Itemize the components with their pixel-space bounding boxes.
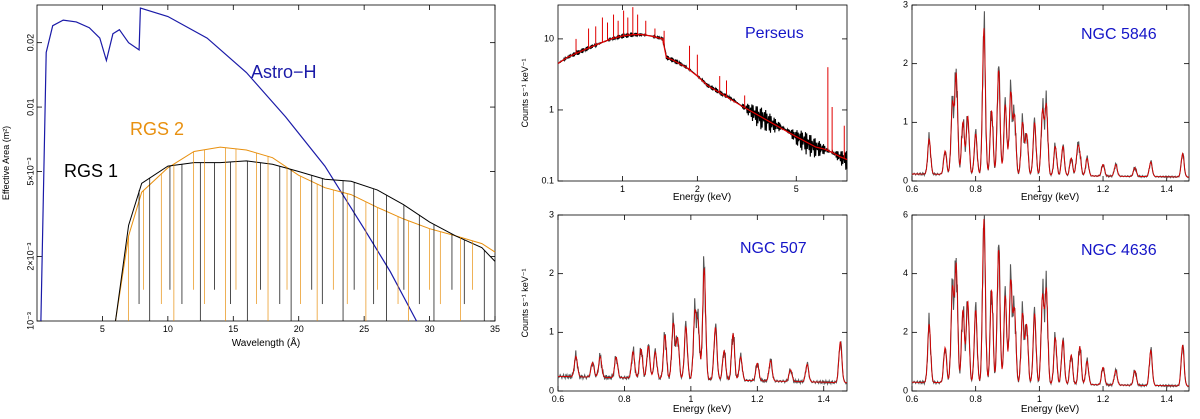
spectrum-model <box>912 28 1189 178</box>
legend-rgs1: RGS 1 <box>64 161 118 181</box>
y-axis-label: Counts s⁻¹ keV⁻¹ <box>520 268 530 337</box>
y-tick-label: 0 <box>903 385 908 395</box>
y-tick-label: 10⁻³ <box>25 312 35 330</box>
spectrum-model <box>912 218 1189 387</box>
perseus-model <box>557 34 848 161</box>
y-tick-label: 3 <box>903 0 908 9</box>
x-tick-label: 0.8 <box>969 394 982 404</box>
y-tick-label: 0 <box>549 385 554 395</box>
plot-frame <box>557 214 848 392</box>
x-tick-label: 2 <box>695 184 700 194</box>
panel-title: NGC 507 <box>740 240 807 257</box>
astro-h-curve <box>40 7 418 322</box>
x-tick-label: 1.4 <box>1160 184 1173 194</box>
spectrum-data <box>911 214 1190 389</box>
y-tick-label: 2 <box>549 268 554 278</box>
x-tick-label: 1 <box>620 184 625 194</box>
y-tick-label: 0.02 <box>25 34 35 52</box>
x-axis-label: Energy (keV) <box>673 192 731 203</box>
y-axis-label: Counts s⁻¹ keV⁻¹ <box>520 58 530 127</box>
y-tick-label: 4 <box>903 268 908 278</box>
x-tick-label: 1 <box>1037 394 1042 404</box>
panel-effective-area: 5 10 15 20 25 30 35 10⁻³ 2×10⁻³ 5×10⁻³ 0.01 0.02 Wa… <box>1 4 500 349</box>
x-axis-label: Energy (keV) <box>673 404 731 415</box>
x-tick-label: 1.2 <box>751 394 764 404</box>
panel-ngc507: 0.6 0.8 1 1.2 1.4 0 1 2 3 Energy (keV) Counts s⁻… <box>520 209 848 415</box>
x-tick-label: 1.4 <box>817 394 830 404</box>
y-tick-label: 0.1 <box>541 175 554 185</box>
x-tick-label: 0.6 <box>906 184 919 194</box>
panel-title: Perseus <box>745 25 804 42</box>
x-tick-label: 1 <box>1037 184 1042 194</box>
perseus-data <box>557 31 848 170</box>
x-tick-label: 30 <box>425 324 435 334</box>
x-tick-label: 0.6 <box>552 394 565 404</box>
x-axis-label: Energy (keV) <box>1021 192 1079 203</box>
panel-title: NGC 4636 <box>1081 242 1157 259</box>
y-tick-label: 0.01 <box>25 98 35 116</box>
legend-astro-h: Astro−H <box>251 62 317 82</box>
x-tick-label: 0.8 <box>618 394 631 404</box>
y-tick-label: 0 <box>903 175 908 185</box>
rgs2-curve <box>115 146 496 322</box>
plot-frame <box>36 4 496 322</box>
x-tick-label: 5 <box>794 184 799 194</box>
y-tick-label: 1 <box>903 117 908 127</box>
y-tick-label: 5×10⁻³ <box>25 157 35 185</box>
x-tick-label: 1.2 <box>1097 394 1110 404</box>
x-tick-label: 0.6 <box>906 394 919 404</box>
plot-frame <box>911 214 1190 392</box>
plot-frame <box>911 4 1190 182</box>
y-tick-label: 1 <box>549 104 554 114</box>
x-axis-label: Wavelength (Å) <box>232 336 301 349</box>
y-tick-label: 1 <box>549 327 554 337</box>
x-tick-label: 1 <box>688 394 693 404</box>
x-tick-label: 1.4 <box>1160 394 1173 404</box>
plot-frame <box>557 4 848 182</box>
panel-ngc5846: 0.6 0.8 1 1.2 1.4 0 1 2 3 Energy (keV) NGC 5846 <box>903 0 1190 203</box>
x-tick-label: 35 <box>490 324 500 334</box>
y-tick-label: 2×10⁻³ <box>25 243 35 271</box>
panel-title: NGC 5846 <box>1081 26 1157 43</box>
y-tick-label: 2 <box>903 327 908 337</box>
x-tick-label: 15 <box>228 324 238 334</box>
x-tick-label: 0.8 <box>969 184 982 194</box>
y-axis-label: Effective Area (m²) <box>1 126 11 200</box>
x-tick-label: 5 <box>100 324 105 334</box>
spectrum-model <box>558 268 847 384</box>
x-tick-label: 1.2 <box>1097 184 1110 194</box>
x-axis-label: Energy (keV) <box>1021 404 1079 415</box>
x-tick-label: 20 <box>294 324 304 334</box>
x-tick-label: 25 <box>359 324 369 334</box>
y-tick-label: 3 <box>549 209 554 219</box>
rgs1-curve <box>115 160 496 322</box>
x-tick-label: 10 <box>163 324 173 334</box>
panel-ngc4636: 0.6 0.8 1 1.2 1.4 0 2 4 6 Energy (keV) NGC 4636 <box>903 209 1190 415</box>
y-tick-label: 6 <box>903 209 908 219</box>
y-tick-label: 2 <box>903 58 908 68</box>
y-tick-label: 10 <box>544 33 554 43</box>
legend-rgs2: RGS 2 <box>130 119 184 139</box>
